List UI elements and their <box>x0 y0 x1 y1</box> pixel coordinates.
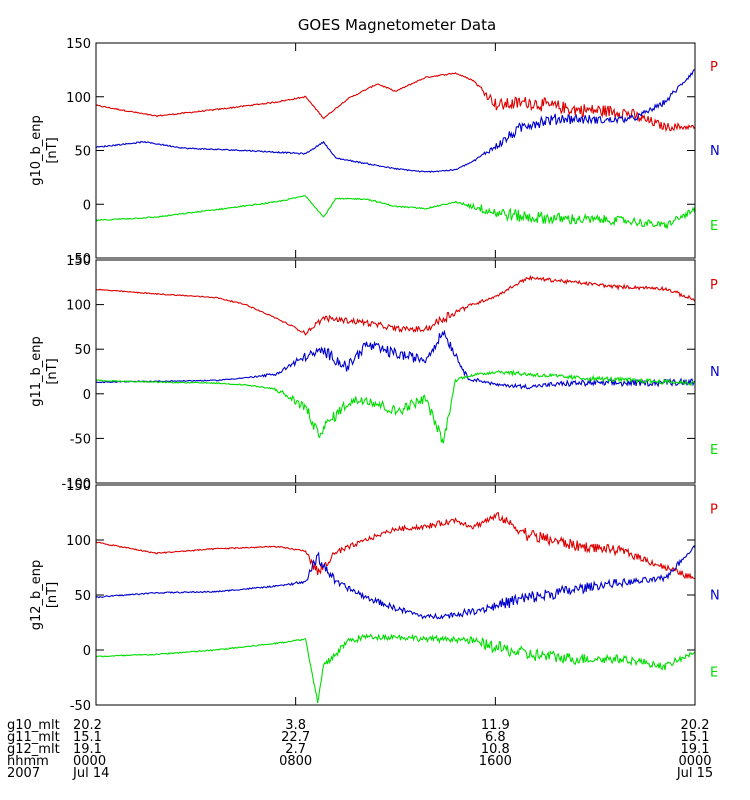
x-tick-label-g10_mlt: 20.2 <box>681 718 710 733</box>
panel-1: 150 100 50 0 -50 g10_b_enp [nT] P N E <box>29 37 720 267</box>
x-tick-label-hhmm: 1600 <box>479 754 512 769</box>
panel-frame <box>95 484 696 706</box>
y-axis-label: g10_b_enp <box>29 115 44 186</box>
x-axis-footer: g10_mltg11_mltg12_mlthhmm200720.215.119.… <box>7 718 713 781</box>
panel-frame <box>95 42 696 259</box>
legend-P: P <box>710 503 718 518</box>
y-tick-label: -100 <box>61 477 91 492</box>
y-axis-label: g11_b_enp <box>29 336 44 407</box>
series-N-line <box>96 69 695 173</box>
y-tick-label: 50 <box>74 589 91 604</box>
y-tick-label: 0 <box>83 198 91 213</box>
x-tick-label-hhmm: 0000 <box>678 754 711 769</box>
y-tick-label: -50 <box>70 252 91 267</box>
panel-2: 150 100 50 0 -50 -100 g11_b_enp [nT] P N E <box>29 254 720 492</box>
x-tick-label-g11_mlt: 6.8 <box>485 730 506 745</box>
footer-row-label: g12_mlt <box>7 742 60 757</box>
legend-P: P <box>710 60 718 75</box>
legend-E: E <box>710 665 718 680</box>
footer-row-label: g10_mlt <box>7 718 60 733</box>
x-tick-label-g12_mlt: 19.1 <box>73 742 102 757</box>
x-tick-label-g10_mlt: 11.9 <box>481 718 510 733</box>
legend-N: N <box>710 144 720 159</box>
chart-title: GOES Magnetometer Data <box>298 16 496 34</box>
series-E-line <box>96 633 695 704</box>
series-E-line <box>96 369 695 444</box>
series-N-line <box>96 329 695 390</box>
series-P-line <box>96 511 695 580</box>
y-tick-label: -50 <box>70 699 91 714</box>
legend-E: E <box>710 443 718 458</box>
y-axis-unit: [nT] <box>45 582 60 608</box>
footer-row-label: 2007 <box>7 766 40 781</box>
footer-row-label: g11_mlt <box>7 730 60 745</box>
x-tick-label-g11_mlt: 15.1 <box>73 730 102 745</box>
x-tick-label-g11_mlt: 15.1 <box>681 730 710 745</box>
x-tick-label-hhmm: 0000 <box>73 754 106 769</box>
series-E-line <box>96 195 695 229</box>
series-N-line <box>96 545 695 620</box>
x-tick-label-g12_mlt: 2.7 <box>285 742 306 757</box>
y-tick-label: 0 <box>83 388 91 403</box>
legend-N: N <box>710 588 720 603</box>
x-tick-label-hhmm: 0800 <box>279 754 312 769</box>
x-tick-label-date: Jul 15 <box>676 766 713 781</box>
y-tick-label: 50 <box>74 343 91 358</box>
footer-row-label: hhmm <box>7 754 49 769</box>
series-P-line <box>96 274 695 336</box>
y-axis-unit: [nT] <box>45 358 60 384</box>
legend-N: N <box>710 365 720 380</box>
y-axis-label: g12_b_enp <box>29 560 44 631</box>
x-tick-label-date: Jul 14 <box>72 766 109 781</box>
y-tick-label: 50 <box>74 145 91 160</box>
x-tick-label-g10_mlt: 3.8 <box>285 718 306 733</box>
y-axis-unit: [nT] <box>45 137 60 163</box>
panel-frame <box>95 259 696 484</box>
legend-P: P <box>710 278 718 293</box>
panel-3: 150 100 50 0 -50 g12_b_enp [nT] P N E <box>29 479 720 714</box>
x-tick-label-g11_mlt: 22.7 <box>281 730 310 745</box>
y-tick-label: 150 <box>66 254 91 269</box>
x-tick-label-g10_mlt: 20.2 <box>73 718 102 733</box>
legend-E: E <box>710 219 718 234</box>
y-tick-label: 100 <box>66 534 91 549</box>
x-tick-label-g12_mlt: 10.8 <box>481 742 510 757</box>
y-tick-label: 100 <box>66 91 91 106</box>
x-tick-label-g12_mlt: 19.1 <box>681 742 710 757</box>
y-tick-label: 100 <box>66 299 91 314</box>
y-tick-label: 150 <box>66 479 91 494</box>
y-tick-label: -50 <box>70 432 91 447</box>
y-tick-label: 150 <box>66 37 91 52</box>
y-tick-label: 0 <box>83 644 91 659</box>
series-P-line <box>96 72 695 133</box>
